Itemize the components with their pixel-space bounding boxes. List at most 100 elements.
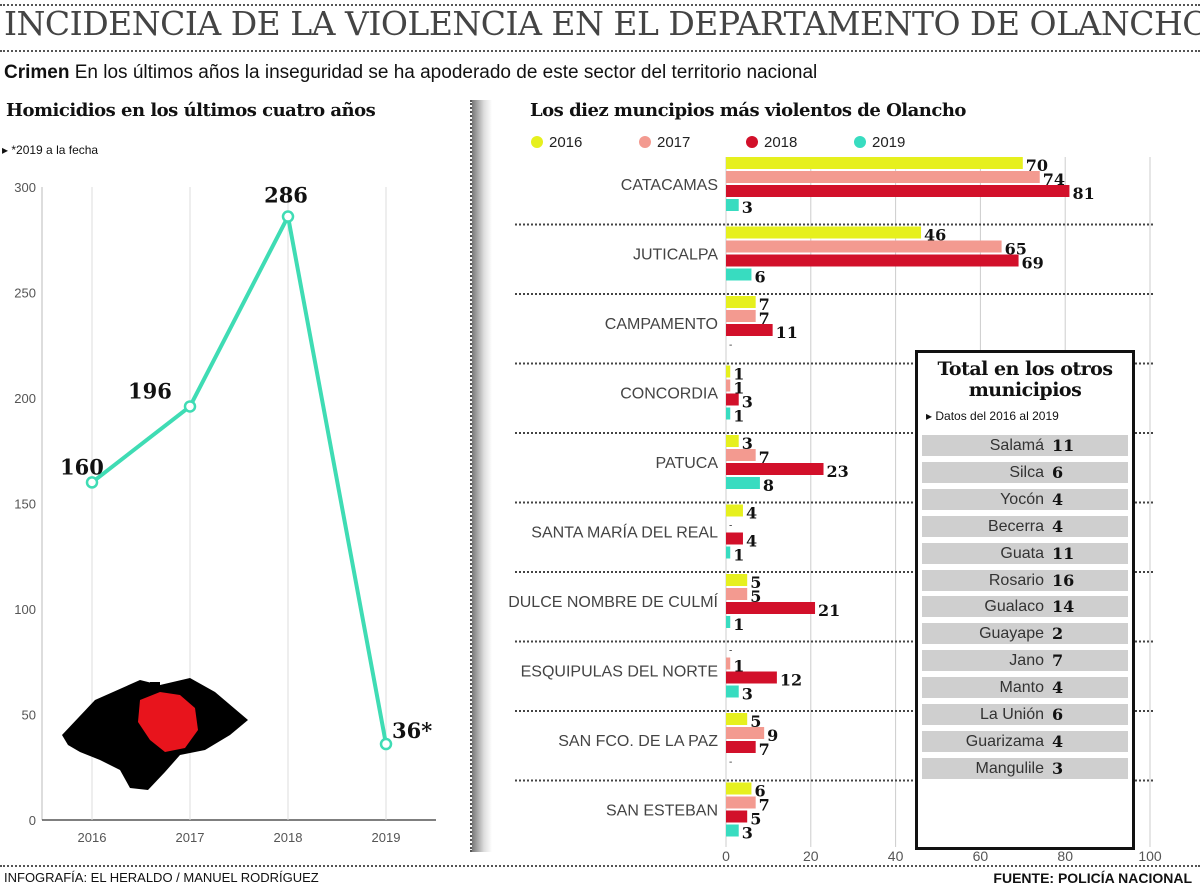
municipality-name: Becerra xyxy=(987,517,1044,535)
y-tick-label: 50 xyxy=(22,708,36,723)
bar-value-label: 1 xyxy=(733,407,744,426)
table-row: Salamá 11 xyxy=(922,435,1128,456)
data-label: 196 xyxy=(128,378,172,403)
legend-label: 2016 xyxy=(549,134,582,151)
y-tick-label: 300 xyxy=(14,180,36,195)
bar-value-label: 70 xyxy=(1026,156,1048,175)
category-label: SANTA MARÍA DEL REAL xyxy=(531,523,718,542)
municipality-value: 3 xyxy=(1052,758,1064,778)
bar-value-label: 12 xyxy=(780,671,802,690)
bar-value-label: 65 xyxy=(1005,240,1027,259)
municipality-value: 14 xyxy=(1052,597,1075,617)
municipality-name: Guarizama xyxy=(965,732,1044,750)
y-tick-label: 100 xyxy=(14,602,36,617)
table-row: Rosario 16 xyxy=(922,569,1128,591)
bar xyxy=(726,602,816,614)
bar xyxy=(726,407,731,420)
x-tick-label: 0 xyxy=(722,848,730,864)
bar-value-label: 3 xyxy=(742,198,753,217)
x-tick-label: 2018 xyxy=(274,830,303,845)
data-label: 160 xyxy=(60,454,104,479)
table-row: Gualaco 14 xyxy=(922,596,1128,618)
data-point xyxy=(281,210,295,223)
municipality-value: 11 xyxy=(1052,436,1075,455)
municipality-value: 4 xyxy=(1052,489,1064,509)
bar-value-label: 21 xyxy=(818,601,840,620)
bar-zero-mark: - xyxy=(729,340,732,351)
bar-value-label: 74 xyxy=(1043,170,1065,189)
table-row: Yocón 4 xyxy=(922,488,1128,510)
bar-value-label: 81 xyxy=(1072,184,1094,203)
bar-value-label: 3 xyxy=(742,824,753,843)
bar-value-label: 4 xyxy=(746,532,757,551)
bar xyxy=(726,379,731,392)
y-tick-label: 250 xyxy=(14,286,36,301)
bar-value-label: 7 xyxy=(759,740,770,759)
category-label: CAMPAMENTO xyxy=(605,316,718,333)
map-olancho xyxy=(138,692,198,752)
bar xyxy=(726,796,756,809)
table-note: ▸ Datos del 2016 al 2019 xyxy=(926,409,1059,423)
municipality-name: Yocón xyxy=(1000,490,1044,508)
bar xyxy=(726,171,1040,183)
municipality-value: 4 xyxy=(1052,678,1064,698)
other-municipalities-table: Total en los otros municipios ▸ Datos de… xyxy=(915,350,1135,850)
bar-value-label: 5 xyxy=(750,810,761,829)
bar-value-label: 5 xyxy=(750,573,761,592)
table-row: Mangulile 3 xyxy=(922,757,1128,779)
municipality-value: 6 xyxy=(1052,705,1064,724)
bar-value-label: 1 xyxy=(733,615,744,634)
municipality-value: 11 xyxy=(1052,543,1075,563)
bar xyxy=(726,588,748,600)
bar-value-label: 23 xyxy=(827,462,849,481)
bar-value-label: 5 xyxy=(750,712,761,731)
bar xyxy=(726,365,731,378)
map-islands xyxy=(150,682,160,685)
bar xyxy=(726,713,748,725)
bar-value-label: 4 xyxy=(746,504,757,523)
municipality-value: 4 xyxy=(1052,516,1064,536)
bar xyxy=(726,449,756,461)
bar-value-label: 1 xyxy=(733,379,744,398)
bar xyxy=(726,393,739,406)
category-label: DULCE NOMBRE DE CULMÍ xyxy=(508,592,718,611)
table-row: Guata 11 xyxy=(922,542,1128,564)
x-tick-label: 2019 xyxy=(372,830,401,845)
bar xyxy=(726,616,731,628)
x-tick-label: 2016 xyxy=(78,830,107,845)
bar-value-label: 8 xyxy=(763,476,774,495)
municipality-name: Silca xyxy=(1009,463,1044,481)
data-point xyxy=(183,400,197,413)
table-row: Guayape 2 xyxy=(922,623,1128,645)
municipality-value: 4 xyxy=(1052,731,1064,751)
x-tick-label: 80 xyxy=(1057,848,1073,864)
data-label: 36* xyxy=(392,718,432,743)
bar xyxy=(726,685,739,698)
bar-value-label: 1 xyxy=(733,657,744,676)
line-chart-note: ▸ *2019 a la fecha xyxy=(2,143,99,157)
x-tick-label: 20 xyxy=(803,848,819,864)
table-row: Becerra 4 xyxy=(922,515,1128,537)
bar-value-label: 6 xyxy=(754,782,765,801)
municipality-name: Manto xyxy=(999,679,1044,697)
bar xyxy=(726,185,1070,197)
legend-label: 2018 xyxy=(764,134,797,151)
category-label: PATUCA xyxy=(655,455,718,472)
legend-label: 2019 xyxy=(872,134,905,151)
municipality-value: 6 xyxy=(1052,462,1064,482)
legend-swatch xyxy=(639,136,651,148)
municipality-name: Mangulile xyxy=(975,759,1044,777)
bar-chart-title: Los diez muncipios más violentos de Olan… xyxy=(530,100,966,121)
bar xyxy=(726,657,731,670)
subtitle-text: En los últimos años la inseguridad se ha… xyxy=(74,62,818,83)
subtitle: Crimen En los últimos años la insegurida… xyxy=(4,62,817,84)
top-rule xyxy=(0,4,1200,6)
category-label: CONCORDIA xyxy=(620,386,718,403)
bar-value-label: 46 xyxy=(924,226,946,245)
table-row: Guarizama 4 xyxy=(922,730,1128,752)
municipality-value: 7 xyxy=(1052,651,1064,671)
bar-value-label: 69 xyxy=(1022,254,1044,273)
data-point xyxy=(85,476,99,489)
bar xyxy=(726,254,1019,267)
municipality-name: Rosario xyxy=(988,571,1044,589)
